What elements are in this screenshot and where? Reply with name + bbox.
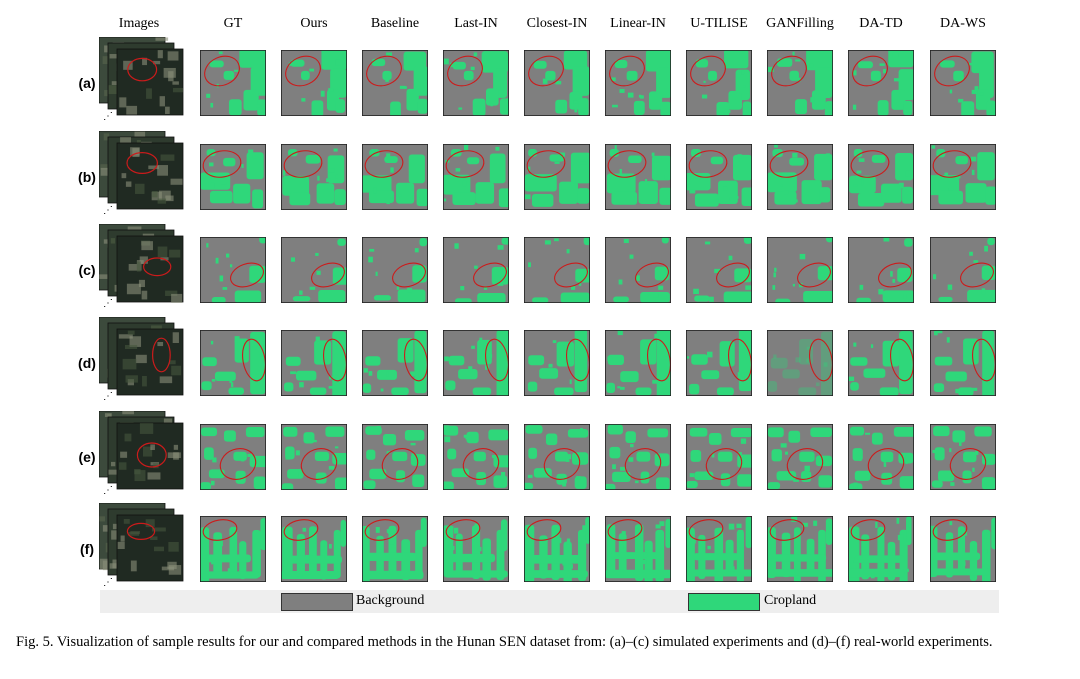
segmentation-tile bbox=[930, 424, 996, 490]
segmentation-tile bbox=[767, 144, 833, 210]
segmentation-tile bbox=[767, 330, 833, 396]
segmentation-tile bbox=[281, 516, 347, 582]
svg-text:⋰: ⋰ bbox=[103, 298, 113, 309]
column-header-5: Closest-IN bbox=[526, 16, 588, 31]
image-stack: ⋰ bbox=[99, 317, 184, 402]
segmentation-tile bbox=[524, 516, 590, 582]
segmentation-tile bbox=[930, 50, 996, 116]
segmentation-tile bbox=[930, 516, 996, 582]
segmentation-tile bbox=[767, 516, 833, 582]
segmentation-tile bbox=[605, 516, 671, 582]
segmentation-tile bbox=[848, 237, 914, 303]
segmentation-tile bbox=[443, 144, 509, 210]
column-header-3: Baseline bbox=[370, 16, 420, 31]
image-stack: ⋰ bbox=[99, 37, 184, 122]
image-stack: ⋰ bbox=[99, 131, 184, 216]
segmentation-tile bbox=[281, 144, 347, 210]
segmentation-tile bbox=[767, 50, 833, 116]
segmentation-tile bbox=[605, 330, 671, 396]
segmentation-tile bbox=[848, 424, 914, 490]
column-header-4: Last-IN bbox=[454, 16, 498, 31]
segmentation-tile bbox=[281, 50, 347, 116]
segmentation-tile bbox=[443, 50, 509, 116]
legend-bar bbox=[100, 590, 999, 613]
segmentation-tile bbox=[767, 424, 833, 490]
column-header-9: DA-TD bbox=[859, 16, 903, 31]
image-stack: ⋰ bbox=[99, 411, 184, 496]
image-stack: ⋰ bbox=[99, 503, 184, 588]
svg-text:⋰: ⋰ bbox=[103, 577, 113, 588]
column-header-6: Linear-IN bbox=[610, 16, 666, 31]
segmentation-tile bbox=[281, 237, 347, 303]
segmentation-tile bbox=[686, 237, 752, 303]
segmentation-tile bbox=[281, 424, 347, 490]
segmentation-tile bbox=[362, 50, 428, 116]
segmentation-tile bbox=[443, 237, 509, 303]
svg-text:⋰: ⋰ bbox=[103, 205, 113, 216]
column-header-7: U-TILISE bbox=[690, 16, 748, 31]
segmentation-tile bbox=[200, 50, 266, 116]
segmentation-tile bbox=[281, 330, 347, 396]
segmentation-tile bbox=[848, 144, 914, 210]
segmentation-tile bbox=[200, 424, 266, 490]
column-header-1: GT bbox=[223, 16, 243, 31]
column-header-10: DA-WS bbox=[940, 16, 986, 31]
segmentation-tile bbox=[524, 144, 590, 210]
segmentation-tile bbox=[443, 330, 509, 396]
legend-background-swatch bbox=[281, 593, 353, 611]
segmentation-tile bbox=[524, 330, 590, 396]
segmentation-tile bbox=[848, 516, 914, 582]
segmentation-tile bbox=[848, 50, 914, 116]
segmentation-tile bbox=[524, 50, 590, 116]
segmentation-tile bbox=[605, 50, 671, 116]
legend-background-label: Background bbox=[356, 593, 425, 608]
row-label: (a) bbox=[78, 75, 96, 91]
figure-caption: Fig. 5. Visualization of sample results … bbox=[16, 634, 993, 650]
svg-text:⋰: ⋰ bbox=[103, 391, 113, 402]
segmentation-tile bbox=[686, 516, 752, 582]
segmentation-tile bbox=[605, 424, 671, 490]
segmentation-tile bbox=[605, 237, 671, 303]
row-label: (b) bbox=[78, 169, 96, 185]
segmentation-tile bbox=[605, 144, 671, 210]
legend-cropland-label: Cropland bbox=[764, 593, 817, 608]
segmentation-tile bbox=[443, 516, 509, 582]
column-header-8: GANFilling bbox=[766, 16, 834, 31]
svg-text:⋰: ⋰ bbox=[103, 485, 113, 496]
row-label: (f) bbox=[80, 541, 94, 557]
segmentation-tile bbox=[686, 144, 752, 210]
segmentation-tile bbox=[524, 237, 590, 303]
svg-text:⋰: ⋰ bbox=[103, 111, 113, 122]
segmentation-tile bbox=[686, 330, 752, 396]
segmentation-tile bbox=[930, 330, 996, 396]
segmentation-tile bbox=[767, 237, 833, 303]
segmentation-tile bbox=[200, 516, 266, 582]
row-label: (c) bbox=[78, 262, 96, 278]
segmentation-tile bbox=[200, 330, 266, 396]
segmentation-tile bbox=[686, 424, 752, 490]
segmentation-tile bbox=[362, 330, 428, 396]
segmentation-tile bbox=[930, 237, 996, 303]
segmentation-tile bbox=[848, 330, 914, 396]
image-stack: ⋰ bbox=[99, 224, 184, 309]
segmentation-tile bbox=[686, 50, 752, 116]
segmentation-tile bbox=[362, 516, 428, 582]
segmentation-tile bbox=[362, 424, 428, 490]
legend-cropland-swatch bbox=[688, 593, 760, 611]
row-label: (d) bbox=[78, 355, 96, 371]
segmentation-tile bbox=[930, 144, 996, 210]
column-header-0: Images bbox=[118, 16, 160, 31]
segmentation-tile bbox=[362, 237, 428, 303]
segmentation-tile bbox=[200, 237, 266, 303]
segmentation-tile bbox=[443, 424, 509, 490]
segmentation-tile bbox=[362, 144, 428, 210]
segmentation-tile bbox=[524, 424, 590, 490]
row-label: (e) bbox=[78, 449, 96, 465]
segmentation-tile bbox=[200, 144, 266, 210]
column-header-2: Ours bbox=[300, 16, 328, 31]
